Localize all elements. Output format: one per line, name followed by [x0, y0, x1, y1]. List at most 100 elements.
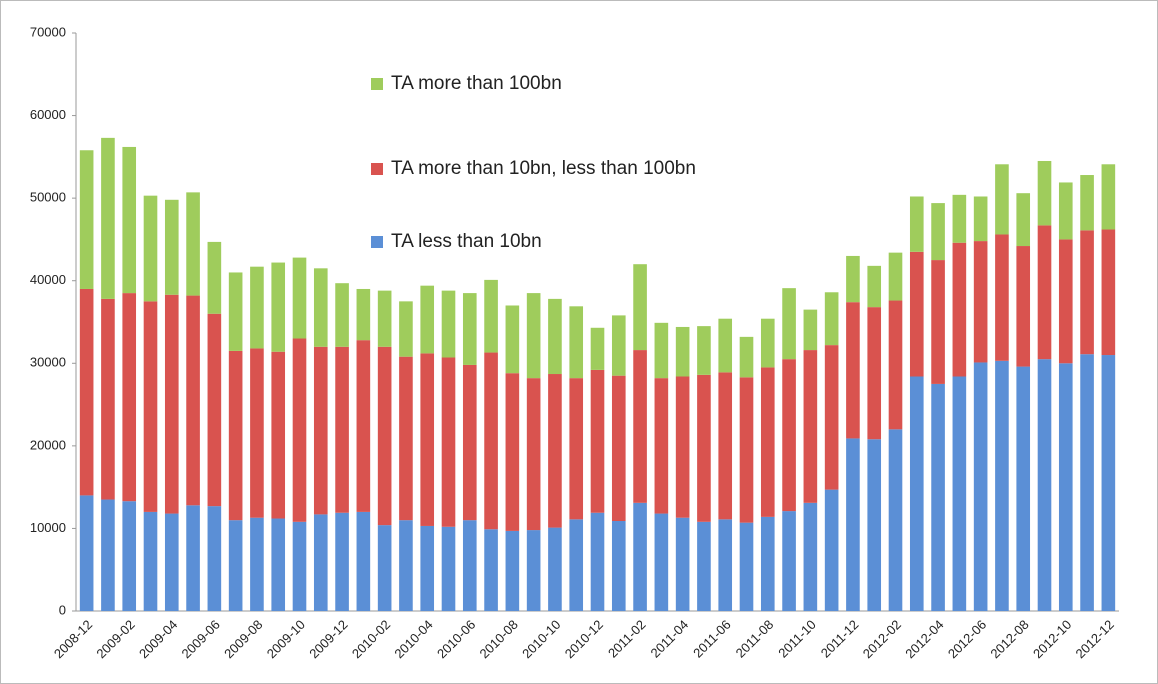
bar-segment [611, 520, 626, 611]
bar-segment [1016, 246, 1031, 367]
bar-segment [420, 353, 435, 526]
bar-segment [590, 327, 605, 370]
bar-segment [675, 376, 690, 518]
bar-segment [867, 265, 882, 308]
bar-segment [313, 346, 328, 515]
bar-segment [569, 306, 584, 379]
bar-segment [931, 383, 945, 611]
bar-segment [1016, 366, 1031, 611]
bar-segment [760, 318, 775, 368]
bar-segment [1037, 225, 1052, 360]
bar-segment [782, 359, 796, 512]
bar-segment [79, 288, 94, 496]
bar-segment [548, 527, 562, 611]
bar-segment [675, 517, 690, 611]
x-tick-label: 2009-04 [136, 617, 180, 661]
bar-segment [867, 439, 882, 611]
bar-segment [909, 251, 924, 377]
bar-segment [973, 241, 988, 363]
bar-segment [590, 512, 605, 611]
bar-segment [101, 298, 115, 500]
x-tick-label: 2011-02 [605, 617, 649, 661]
bar-segment [697, 521, 711, 611]
x-tick-label: 2010-04 [391, 617, 435, 661]
bar-segment [803, 502, 818, 611]
bar-segment [995, 234, 1009, 361]
bar-segment [377, 346, 392, 526]
bar-segment [441, 526, 456, 611]
bar-segment [79, 495, 94, 611]
bar-segment [207, 313, 222, 507]
bar-segment [271, 262, 286, 352]
bar-segment [548, 298, 562, 375]
y-tick-label: 0 [59, 602, 66, 617]
bar-segment [420, 285, 435, 354]
bar-segment [569, 378, 584, 520]
bar-segment [292, 521, 307, 611]
bar-segment [718, 519, 733, 611]
bar-segment [399, 301, 413, 357]
bar-segment [505, 305, 520, 374]
bar-segment [271, 351, 286, 519]
bar-segment [1058, 239, 1073, 364]
bar-segment [164, 199, 179, 295]
x-tick-label: 2012-12 [1073, 617, 1117, 661]
x-tick-label: 2011-06 [690, 617, 734, 661]
bar-segment [931, 260, 945, 384]
x-tick-label: 2010-10 [519, 617, 563, 661]
bar-segment [888, 252, 903, 301]
bar-segment [462, 520, 477, 611]
x-tick-label: 2011-10 [775, 617, 819, 661]
bar-segment [207, 241, 222, 314]
bar-segment [399, 356, 413, 521]
bar-segment [973, 362, 988, 611]
y-tick-label: 20000 [30, 437, 66, 452]
bar-segment [633, 350, 647, 503]
legend-item: TA less than 10bn [371, 229, 701, 255]
bar-segment [760, 516, 775, 611]
bar-segment [186, 192, 200, 296]
bar-segment [526, 530, 541, 611]
bar-segment [718, 318, 733, 373]
bar-segment [420, 525, 435, 611]
bar-segment [867, 307, 882, 440]
x-tick-label: 2012-08 [987, 617, 1031, 661]
legend-item: TA more than 100bn [371, 71, 701, 97]
bar-segment [824, 345, 839, 490]
bar-segment [186, 505, 200, 611]
bar-segment [654, 378, 669, 514]
x-tick-label: 2012-04 [902, 617, 946, 661]
bar-segment [697, 326, 711, 375]
x-tick-label: 2011-04 [648, 617, 692, 661]
bar-segment [484, 352, 498, 530]
bar-segment [995, 360, 1009, 611]
bar-segment [846, 438, 860, 611]
bar-segment [484, 529, 498, 611]
bar-segment [1037, 160, 1052, 226]
x-tick-label: 2009-10 [264, 617, 308, 661]
bar-segment [526, 378, 541, 531]
bar-segment [824, 292, 839, 346]
y-tick-label: 60000 [30, 107, 66, 122]
x-tick-label: 2010-02 [349, 617, 393, 661]
x-tick-label: 2012-02 [860, 617, 904, 661]
y-tick-label: 40000 [30, 272, 66, 287]
bar-segment [803, 350, 818, 503]
legend-swatch [371, 78, 383, 90]
x-tick-label: 2012-10 [1030, 617, 1074, 661]
bar-segment [356, 511, 371, 611]
x-tick-label: 2010-12 [562, 617, 606, 661]
bar-segment [760, 367, 775, 517]
bar-segment [590, 369, 605, 513]
bar-segment [186, 295, 200, 506]
bar-segment [228, 350, 243, 521]
bar-segment [250, 348, 264, 518]
x-tick-label: 2009-06 [179, 617, 223, 661]
bar-segment [1101, 355, 1116, 611]
bar-segment [441, 290, 456, 358]
bar-segment [782, 511, 796, 611]
bar-segment [1080, 230, 1094, 355]
bar-segment [633, 264, 647, 351]
bar-segment [739, 336, 754, 378]
bar-segment [952, 242, 967, 377]
